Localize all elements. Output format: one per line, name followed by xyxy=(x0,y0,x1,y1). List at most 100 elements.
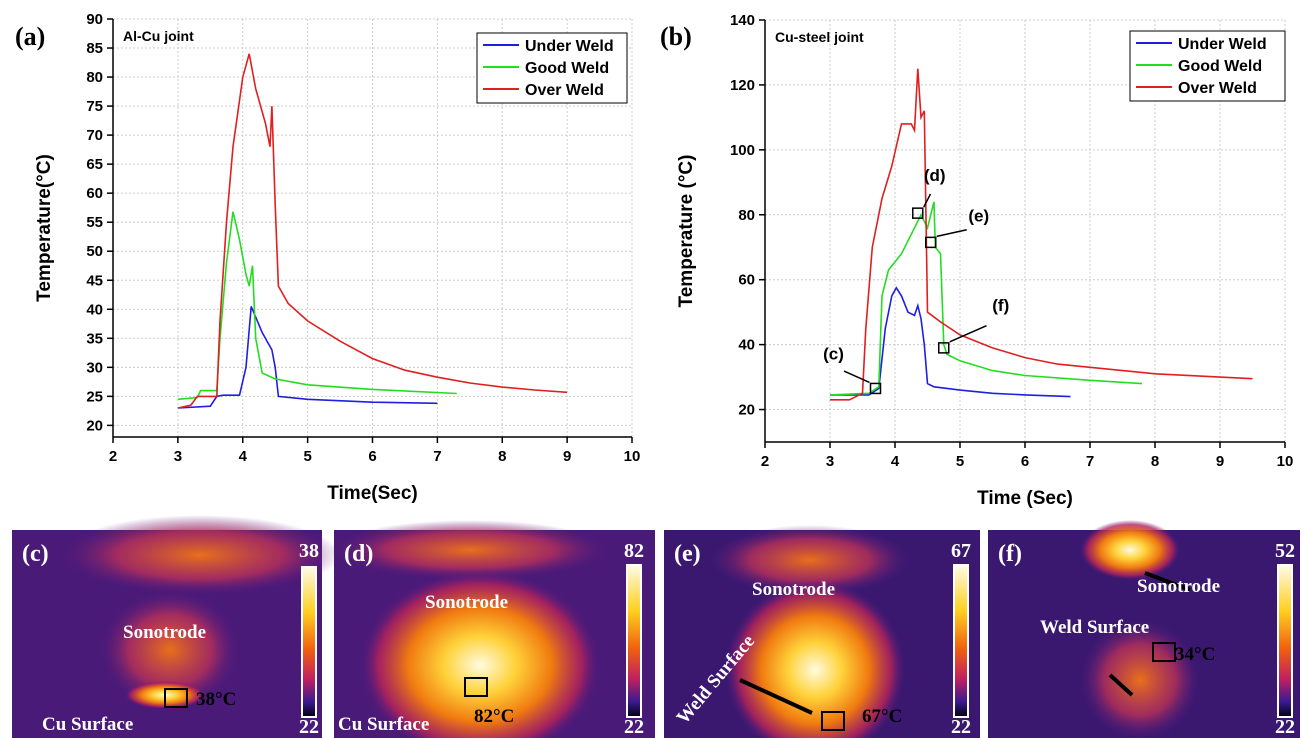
y-tick-label: 80 xyxy=(86,69,103,86)
arrow xyxy=(1108,673,1134,697)
y-tick-label: 75 xyxy=(86,98,103,115)
y-tick-label: 40 xyxy=(738,337,755,354)
y-tick-label: 90 xyxy=(86,11,103,28)
image-text: Cu Surface xyxy=(338,714,429,735)
legend-label: Under Weld xyxy=(1178,36,1267,53)
scale-min: 22 xyxy=(299,716,319,738)
x-axis-label: Time (Sec) xyxy=(977,488,1073,509)
data-line xyxy=(177,211,457,401)
data-line xyxy=(830,68,1253,401)
marker-box xyxy=(464,677,488,697)
heat-spot xyxy=(100,590,240,710)
image-text: 38°C xyxy=(196,689,236,710)
y-tick-label: 80 xyxy=(738,207,755,224)
chart-title: Cu-steel joint xyxy=(775,29,864,45)
x-tick-label: 4 xyxy=(239,448,248,465)
heat-spot xyxy=(330,520,610,580)
scale-max: 67 xyxy=(951,540,971,562)
x-tick-label: 3 xyxy=(826,453,834,470)
image-text: Sonotrode xyxy=(1137,576,1220,597)
x-axis-label: Time(Sec) xyxy=(327,483,417,504)
x-tick-label: 10 xyxy=(1277,453,1294,470)
heat-spot xyxy=(725,580,905,738)
y-tick-label: 25 xyxy=(86,388,103,405)
data-line xyxy=(830,286,1071,398)
annotation: (d) xyxy=(924,166,946,185)
color-bar xyxy=(626,564,642,718)
annotation: (e) xyxy=(968,206,989,225)
arrow xyxy=(739,678,813,715)
heat-spot xyxy=(710,525,910,595)
annotation-arrow xyxy=(936,229,967,238)
marker-box xyxy=(164,688,188,708)
image-text: Sonotrode xyxy=(123,622,206,643)
color-bar xyxy=(953,564,969,718)
y-tick-label: 140 xyxy=(730,12,755,29)
y-tick-label: 30 xyxy=(86,359,103,376)
heat-spot xyxy=(1080,520,1180,580)
y-tick-label: 35 xyxy=(86,330,103,347)
heat-spot xyxy=(60,515,340,595)
x-tick-label: 6 xyxy=(1021,453,1029,470)
x-tick-label: 9 xyxy=(1216,453,1224,470)
x-tick-label: 10 xyxy=(624,448,641,465)
arrow xyxy=(1144,571,1191,592)
data-line xyxy=(177,306,438,409)
data-line xyxy=(829,201,1143,396)
x-tick-label: 2 xyxy=(109,448,117,465)
y-tick-label: 40 xyxy=(86,301,103,318)
x-tick-label: 8 xyxy=(498,448,506,465)
x-tick-label: 5 xyxy=(303,448,311,465)
annotation-arrow xyxy=(923,193,932,208)
legend-label: Good Weld xyxy=(525,60,609,77)
y-tick-label: 60 xyxy=(86,185,103,202)
y-axis-label: Temperature(°C) xyxy=(34,154,55,302)
panel-label: (f) xyxy=(998,541,1022,567)
scale-max: 38 xyxy=(299,540,319,562)
color-bar xyxy=(1277,564,1293,718)
annotation: (f) xyxy=(992,296,1009,315)
y-tick-label: 65 xyxy=(86,156,103,173)
y-axis-label: Temperature (°C) xyxy=(676,155,697,308)
image-text: Sonotrode xyxy=(752,579,835,600)
heat-spot xyxy=(1080,620,1200,738)
annotation-arrow xyxy=(949,324,987,343)
heat-spot xyxy=(360,570,600,738)
panel-label: (c) xyxy=(22,541,49,567)
annotation-marker xyxy=(912,207,924,219)
x-tick-label: 5 xyxy=(956,453,964,470)
legend-label: Under Weld xyxy=(525,38,614,55)
x-tick-label: 7 xyxy=(1086,453,1094,470)
y-tick-label: 70 xyxy=(86,127,103,144)
annotation-marker xyxy=(925,236,937,249)
y-tick-label: 85 xyxy=(86,40,103,57)
scale-min: 22 xyxy=(624,716,644,738)
x-tick-label: 2 xyxy=(761,453,769,470)
panel-label: (d) xyxy=(344,541,373,567)
thermal-image: (d) 82 22 Sonotrode Cu Surface 82°C xyxy=(330,520,655,738)
chart-title: Al-Cu joint xyxy=(123,28,194,44)
legend-label: Over Weld xyxy=(1178,80,1257,97)
image-text: 67°C xyxy=(862,706,902,727)
scale-max: 52 xyxy=(1275,540,1295,562)
image-text: Weld Surface xyxy=(1040,617,1149,638)
legend-label: Over Weld xyxy=(525,82,604,99)
image-text: Sonotrode xyxy=(425,592,508,613)
marker-box xyxy=(1152,642,1176,662)
legend-label: Good Weld xyxy=(1178,58,1262,75)
image-text: 34°C xyxy=(1175,644,1215,665)
y-tick-label: 45 xyxy=(86,272,103,289)
thermal-image: (f) 52 22 Sonotrode Weld Surface 34°C xyxy=(988,520,1300,738)
x-tick-label: 9 xyxy=(563,448,571,465)
panel-label: (e) xyxy=(674,541,701,567)
panel-label: (a) xyxy=(15,22,45,51)
color-bar xyxy=(301,566,317,718)
data-line xyxy=(177,53,568,409)
scale-min: 22 xyxy=(1275,716,1295,738)
scale-min: 22 xyxy=(951,716,971,738)
marker-box xyxy=(821,711,845,731)
thermal-image: (c) 38 22 Sonotrode Cu Surface 38°C xyxy=(12,515,340,738)
x-tick-label: 8 xyxy=(1151,453,1159,470)
x-tick-label: 3 xyxy=(174,448,182,465)
y-tick-label: 55 xyxy=(86,214,103,231)
